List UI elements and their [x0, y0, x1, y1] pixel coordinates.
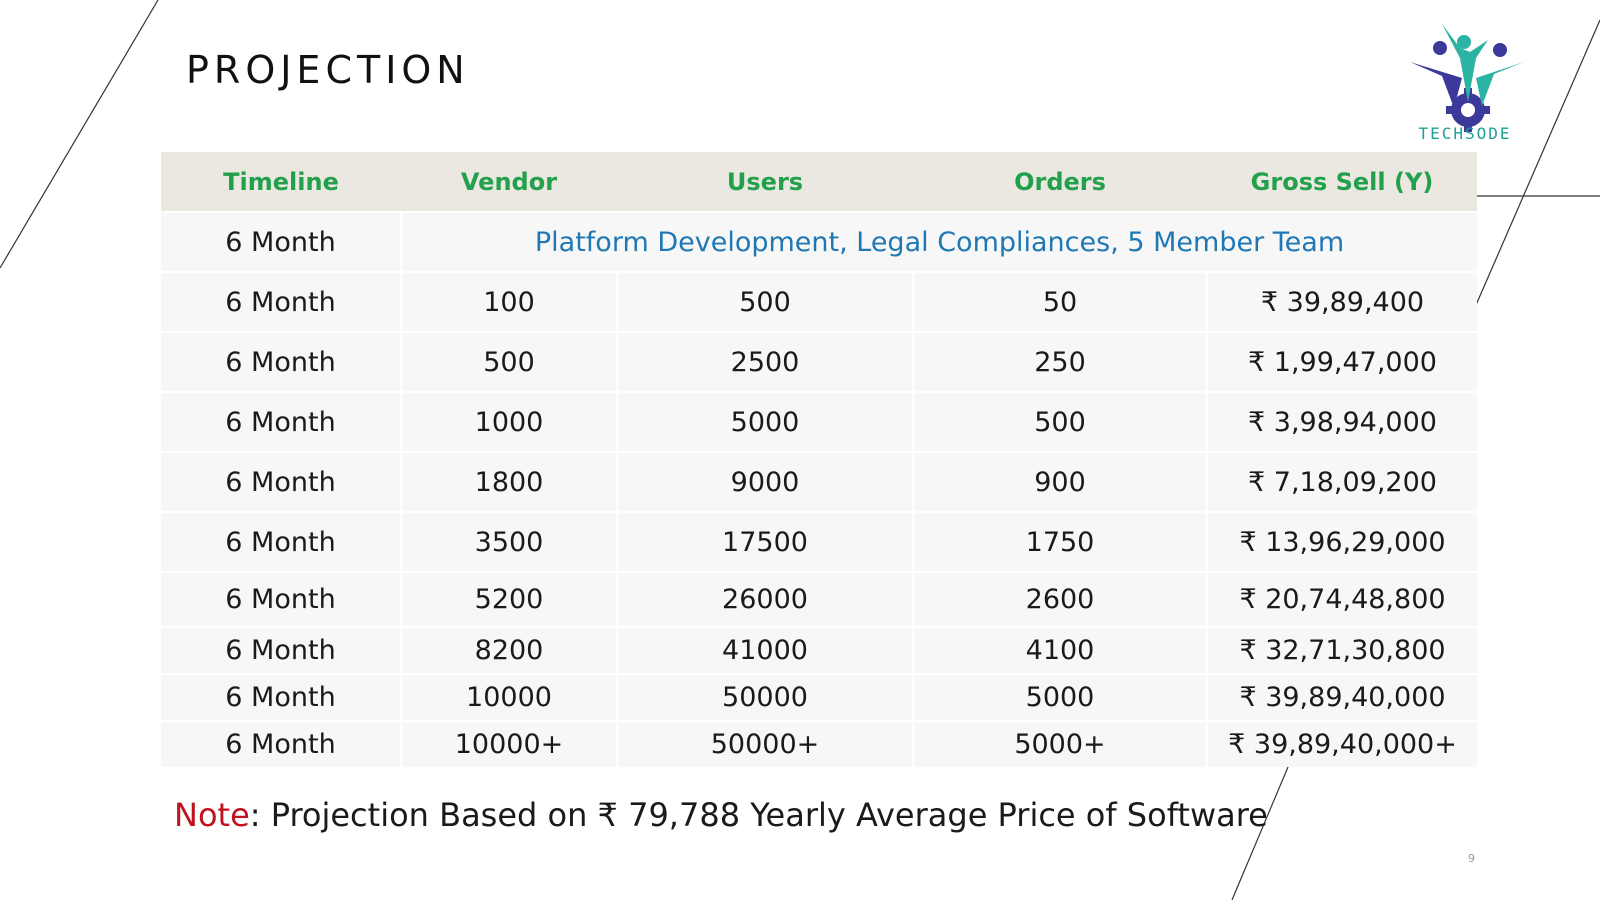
orders-cell: 5000 [913, 673, 1208, 721]
vendor-cell: 500 [401, 331, 618, 392]
setup-description-cell: Platform Development, Legal Compliances,… [401, 211, 1477, 272]
table-row: 6 Month Platform Development, Legal Comp… [161, 211, 1477, 272]
projection-table: Timeline Vendor Users Orders Gross Sell … [161, 152, 1477, 767]
orders-cell: 50 [913, 271, 1208, 332]
vendor-cell: 1800 [401, 451, 618, 512]
timeline-cell: 6 Month [161, 626, 402, 674]
orders-cell: 4100 [913, 626, 1208, 674]
table-row: 6 Month 10000+ 50000+ 5000+ ₹ 39,89,40,0… [161, 720, 1477, 767]
gross-sell-cell: ₹ 7,18,09,200 [1207, 451, 1477, 512]
gross-sell-cell: ₹ 32,71,30,800 [1207, 626, 1477, 674]
timeline-cell: 6 Month [161, 673, 402, 721]
page-title: PROJECTION [186, 48, 470, 92]
column-header: Orders [913, 152, 1207, 212]
column-header: Vendor [401, 152, 617, 212]
users-cell: 2500 [617, 331, 914, 392]
table-row: 6 Month 500 2500 250 ₹ 1,99,47,000 [161, 331, 1477, 392]
gross-sell-cell: ₹ 1,99,47,000 [1207, 331, 1477, 392]
note-text: : Projection Based on ₹ 79,788 Yearly Av… [249, 796, 1268, 834]
timeline-cell: 6 Month [161, 511, 402, 572]
users-cell: 17500 [617, 511, 914, 572]
note-label: Note [174, 796, 250, 834]
orders-cell: 500 [913, 391, 1208, 452]
gross-sell-cell: ₹ 13,96,29,000 [1207, 511, 1477, 572]
timeline-cell: 6 Month [161, 331, 402, 392]
orders-cell: 2600 [913, 571, 1208, 627]
gross-sell-cell: ₹ 39,89,40,000+ [1207, 720, 1477, 767]
orders-cell: 5000+ [913, 720, 1208, 767]
gross-sell-cell: ₹ 39,89,400 [1207, 271, 1477, 332]
table-row: 6 Month 100 500 50 ₹ 39,89,400 [161, 271, 1477, 332]
vendor-cell: 3500 [401, 511, 618, 572]
timeline-cell: 6 Month [161, 271, 402, 332]
vendor-cell: 5200 [401, 571, 618, 627]
gross-sell-cell: ₹ 3,98,94,000 [1207, 391, 1477, 452]
users-cell: 41000 [617, 626, 914, 674]
timeline-cell: 6 Month [161, 571, 402, 627]
table-row: 6 Month 3500 17500 1750 ₹ 13,96,29,000 [161, 511, 1477, 572]
table-row: 6 Month 1800 9000 900 ₹ 7,18,09,200 [161, 451, 1477, 512]
timeline-cell: 6 Month [161, 211, 402, 272]
vendor-cell: 10000 [401, 673, 618, 721]
footnote: Note: Projection Based on ₹ 79,788 Yearl… [174, 796, 1268, 834]
page-number: 9 [1468, 852, 1475, 865]
table-row: 6 Month 8200 41000 4100 ₹ 32,71,30,800 [161, 626, 1477, 674]
users-cell: 5000 [617, 391, 914, 452]
table-header-row: Timeline Vendor Users Orders Gross Sell … [161, 152, 1477, 212]
vendor-cell: 1000 [401, 391, 618, 452]
orders-cell: 900 [913, 451, 1208, 512]
users-cell: 500 [617, 271, 914, 332]
people-gear-logo-icon [1410, 24, 1524, 132]
vendor-cell: 8200 [401, 626, 618, 674]
users-cell: 50000+ [617, 720, 914, 767]
gross-sell-cell: ₹ 20,74,48,800 [1207, 571, 1477, 627]
timeline-cell: 6 Month [161, 720, 402, 767]
column-header: Users [617, 152, 913, 212]
users-cell: 26000 [617, 571, 914, 627]
gross-sell-cell: ₹ 39,89,40,000 [1207, 673, 1477, 721]
column-header: Timeline [161, 152, 401, 212]
users-cell: 50000 [617, 673, 914, 721]
timeline-cell: 6 Month [161, 451, 402, 512]
table-row: 6 Month 1000 5000 500 ₹ 3,98,94,000 [161, 391, 1477, 452]
orders-cell: 250 [913, 331, 1208, 392]
column-header: Gross Sell (Y) [1207, 152, 1477, 212]
orders-cell: 1750 [913, 511, 1208, 572]
vendor-cell: 10000+ [401, 720, 618, 767]
vendor-cell: 100 [401, 271, 618, 332]
logo-wordmark: TECHSODE [1418, 124, 1512, 143]
table-row: 6 Month 5200 26000 2600 ₹ 20,74,48,800 [161, 571, 1477, 627]
table-row: 6 Month 10000 50000 5000 ₹ 39,89,40,000 [161, 673, 1477, 721]
timeline-cell: 6 Month [161, 391, 402, 452]
users-cell: 9000 [617, 451, 914, 512]
